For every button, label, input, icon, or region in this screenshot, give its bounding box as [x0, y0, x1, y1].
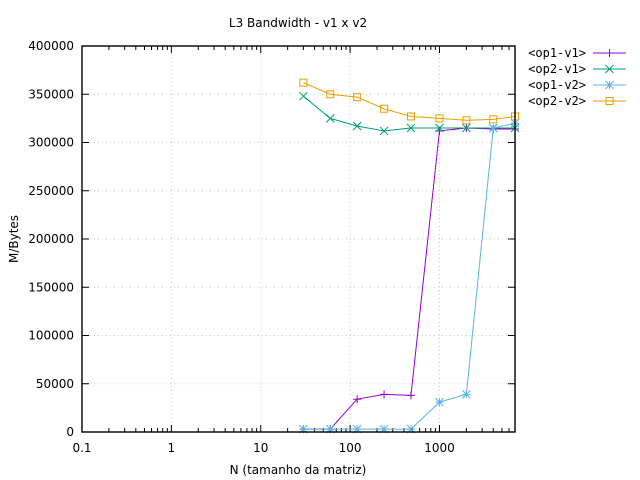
legend: <op1-v1> <op2-v1> <op1-v2> <op2-v2>: [528, 46, 626, 108]
legend-entry: <op1-v1>: [528, 46, 626, 60]
x-tick-label: 100: [339, 441, 362, 455]
data-point: [299, 78, 308, 87]
x-tick-label: 1: [168, 441, 176, 455]
y-tick-label: 400000: [28, 39, 74, 53]
data-point: [489, 115, 498, 124]
data-point: [406, 391, 415, 400]
legend-marker: [605, 97, 614, 105]
axis-ticks: 0 50000 100000 150000 200000 250000 300000 3500…: [28, 39, 516, 455]
data-point: [352, 121, 362, 131]
data-point: [299, 424, 308, 434]
legend-label: <op2-v1>: [528, 62, 586, 76]
x-tick-label: 0.1: [72, 441, 91, 455]
series-line: [303, 82, 516, 121]
x-tick-label: 10: [253, 441, 268, 455]
y-axis-label: M/Bytes: [7, 215, 21, 263]
grid: [82, 46, 515, 432]
data-point: [352, 424, 362, 434]
series-line: [303, 127, 515, 430]
series-3: [299, 118, 520, 434]
y-tick-label: 200000: [28, 232, 74, 246]
y-tick-label: 100000: [28, 329, 74, 343]
data-point: [406, 123, 416, 133]
data-point: [462, 123, 471, 133]
legend-marker: [605, 80, 614, 90]
data-point: [406, 112, 415, 121]
data-point: [406, 424, 416, 434]
data-point: [380, 104, 389, 113]
series-1: [299, 124, 519, 434]
legend-label: <op2-v2>: [528, 94, 586, 108]
y-tick-label: 350000: [28, 87, 74, 101]
series-group: [299, 78, 520, 434]
legend-entry: <op2-v1>: [528, 62, 626, 76]
series-2: [299, 91, 520, 136]
plot-frame: [81, 45, 516, 433]
y-tick-label: 150000: [28, 280, 74, 294]
data-point: [379, 424, 389, 434]
data-point: [435, 397, 444, 407]
data-point: [435, 114, 444, 123]
data-point: [325, 424, 335, 434]
y-tick-label: 0: [66, 425, 74, 439]
data-point: [325, 114, 335, 123]
data-point: [353, 395, 362, 404]
legend-entry: <op2-v2>: [528, 94, 626, 108]
data-point: [353, 93, 362, 102]
legend-marker: [605, 49, 614, 57]
x-axis-label: N (tamanho da matriz): [230, 463, 367, 477]
data-point: [488, 123, 498, 133]
data-point: [299, 91, 308, 101]
data-point: [326, 90, 335, 99]
y-tick-label: 50000: [36, 377, 74, 391]
data-point: [435, 123, 444, 133]
data-point: [380, 390, 389, 399]
series-4: [299, 78, 519, 125]
legend-entry: <op1-v2>: [528, 78, 626, 92]
data-point: [379, 126, 389, 136]
legend-label: <op1-v1>: [528, 46, 586, 60]
data-point: [462, 390, 471, 399]
y-tick-label: 250000: [28, 184, 74, 198]
legend-label: <op1-v2>: [528, 78, 586, 92]
legend-marker: [605, 64, 614, 74]
y-tick-label: 300000: [28, 136, 74, 150]
series-line: [303, 122, 516, 430]
chart-title: L3 Bandwidth - v1 x v2: [229, 16, 367, 30]
data-point: [462, 116, 471, 125]
x-tick-label: 1000: [424, 441, 455, 455]
